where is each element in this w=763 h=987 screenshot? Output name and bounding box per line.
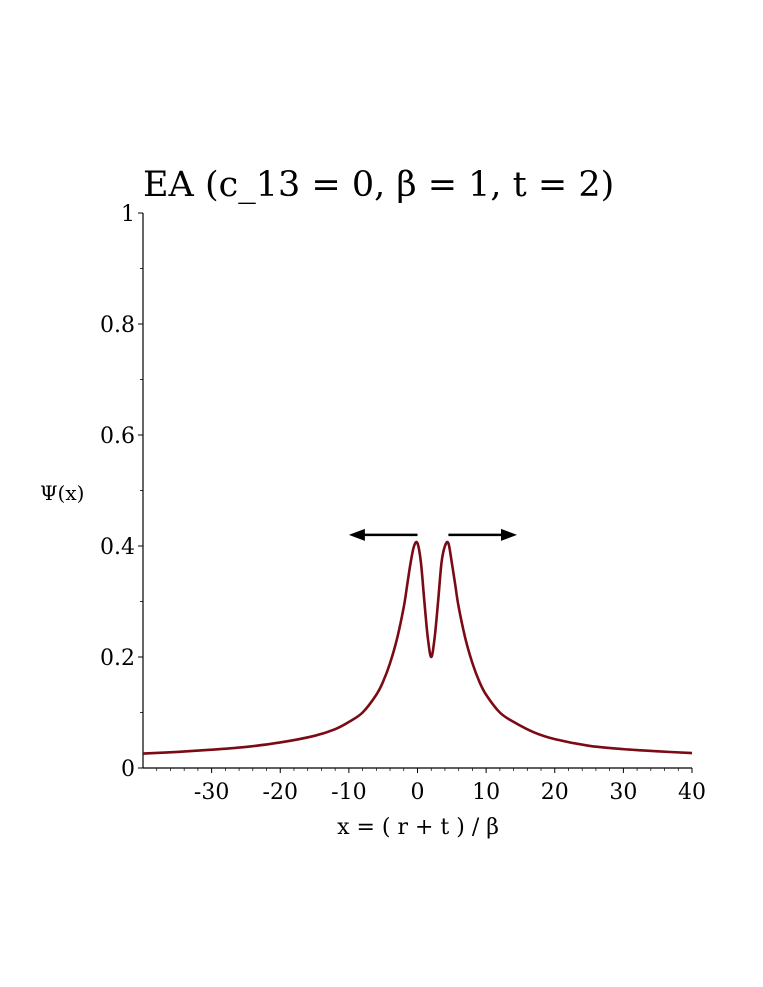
x-tick-label: -30 [194,780,229,805]
annotations [348,528,518,541]
y-tick-label: 1 [121,202,135,227]
x-tick-label: 10 [472,780,500,805]
x-tick-label: 30 [609,780,637,805]
y-tick-label: 0.2 [100,646,135,671]
x-tick-label: 0 [411,780,425,805]
series-group [142,540,693,755]
y-axis-label: Ψ(x) [40,481,84,505]
y-tick-label: 0.4 [100,535,135,560]
chart-title: EA (c_13 = 0, β = 1, t = 2) [143,165,614,205]
series-line [142,540,693,755]
x-tick-label: 40 [678,780,706,805]
axes: 0 0.2 0.4 0.6 0.8 1 -30 -20 -10 0 10 20 30 40 [100,202,706,805]
x-tick-label: -10 [331,780,366,805]
y-tick-label: 0.6 [100,424,135,449]
y-tick-label: 0 [121,757,135,782]
x-tick-label: 20 [541,780,569,805]
x-axis-label: x = ( r + t ) / β [337,815,499,840]
arrow-left-icon [348,528,365,541]
x-tick-label: -20 [263,780,298,805]
arrow-right-icon [501,528,518,541]
y-tick-label: 0.8 [100,313,135,338]
